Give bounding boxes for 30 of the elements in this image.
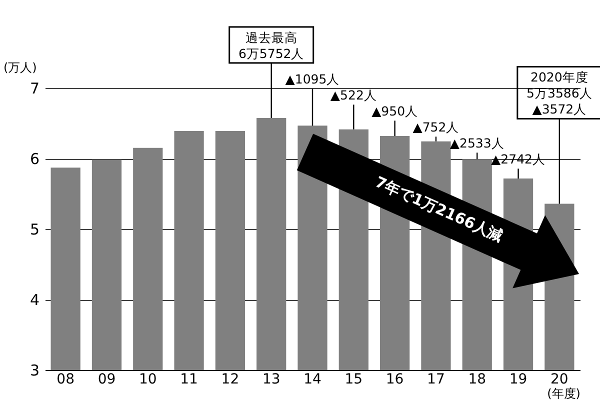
annotation: 5万3586人 [526,86,592,101]
x-tick-label: 11 [180,372,198,388]
x-tick-label: 20 [550,372,568,388]
y-axis-title: (万人) [4,60,37,74]
x-tick-label: 14 [304,372,322,388]
y-tick-label: 4 [30,291,40,309]
x-tick-label: 18 [468,372,486,388]
x-tick-label: 17 [427,372,445,388]
text: 2020年度 [530,70,588,85]
y-tick-label: 7 [30,80,40,98]
x-tick-label: 16 [386,372,404,388]
annotation: ▲522人 [330,88,377,103]
annotation: 6万5752人 [238,46,304,61]
text: 過去最高 [245,30,298,45]
x-tick-label: 10 [138,372,157,388]
x-tick-label: 15 [344,372,363,388]
x-tick-label: 08 [56,372,74,388]
x-tick-label: 09 [98,372,116,388]
annotation: ▲2533人 [450,136,504,151]
y-tick-label: 5 [30,220,40,238]
annotation: ▲752人 [412,120,460,135]
y-tick-label: 3 [30,362,40,380]
annotation: ▲3572人 [532,102,587,117]
y-tick-label: 6 [30,150,40,168]
x-axis-title: (年度) [547,386,580,400]
annotation: ▲1095人 [285,72,340,87]
x-tick-label: 13 [262,372,280,388]
x-tick-label: 12 [221,372,240,388]
annotation: ▲950人 [372,104,418,119]
x-tick-label: 19 [509,372,528,388]
